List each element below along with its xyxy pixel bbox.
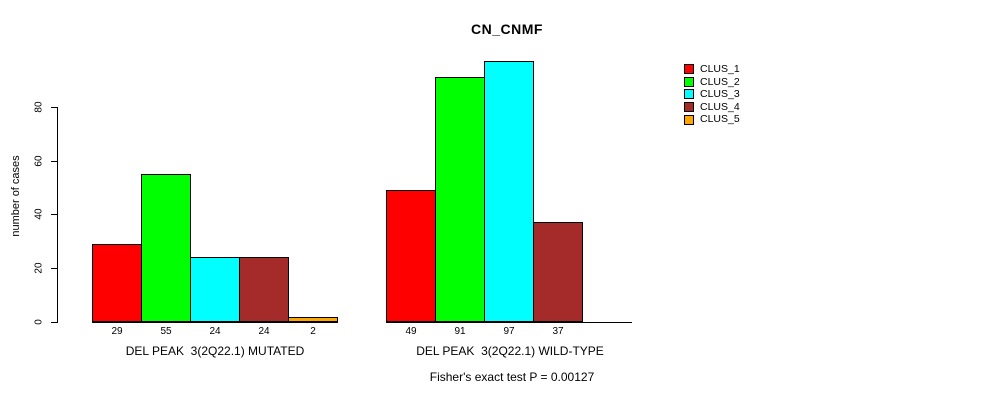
bar-value-label: 55	[160, 326, 172, 337]
bar-value-label: 97	[503, 326, 515, 337]
bar-CLUS_2	[141, 174, 191, 322]
y-axis-tick-label: 60	[33, 155, 45, 167]
legend-row: CLUS_1	[684, 63, 740, 76]
bar-value-label: 49	[405, 326, 417, 337]
y-axis-tick-label: 80	[33, 101, 45, 113]
y-axis-tick-label: 0	[33, 319, 45, 325]
bar-value-label: 37	[552, 326, 564, 337]
legend-swatch-CLUS_2	[684, 76, 694, 87]
y-axis-title: number of cases	[10, 155, 22, 237]
y-axis-tick	[51, 160, 57, 162]
fisher-test-note: Fisher's exact test P = 0.00127	[429, 370, 595, 384]
chart-title: CN_CNMF	[471, 21, 543, 37]
bar-value-label: 2	[310, 326, 316, 337]
legend-label: CLUS_5	[700, 113, 740, 126]
bar-CLUS_4	[239, 257, 289, 322]
bar-CLUS_2	[435, 77, 485, 322]
legend-label: CLUS_4	[700, 100, 740, 113]
bar-value-label: 24	[258, 326, 270, 337]
legend: CLUS_1 CLUS_2 CLUS_3 CLUS_4 CLUS_5	[684, 63, 740, 126]
y-axis-tick	[51, 322, 57, 323]
bar-CLUS_3	[484, 61, 534, 322]
legend-label: CLUS_2	[700, 75, 740, 88]
y-axis-tick-label: 40	[33, 208, 45, 220]
y-axis-tick	[51, 214, 57, 216]
y-axis-tick	[51, 106, 57, 108]
legend-swatch-CLUS_5	[684, 114, 694, 125]
x-axis-baseline	[386, 322, 632, 323]
legend-swatch-CLUS_1	[684, 64, 694, 75]
y-axis-tick	[51, 268, 57, 270]
legend-swatch-CLUS_4	[684, 102, 694, 113]
legend-row: CLUS_2	[684, 76, 740, 89]
bar-value-label: 29	[111, 326, 123, 337]
x-axis-baseline	[92, 322, 338, 323]
x-group-label-wild-type: DEL PEAK 3(2Q22.1) WILD-TYPE	[416, 344, 604, 358]
legend-swatch-CLUS_3	[684, 89, 694, 100]
bar-value-label: 24	[209, 326, 221, 337]
legend-row: CLUS_4	[684, 101, 740, 114]
x-group-label-mutated: DEL PEAK 3(2Q22.1) MUTATED	[125, 344, 305, 358]
legend-label: CLUS_1	[700, 63, 740, 76]
bar-value-label: 91	[454, 326, 466, 337]
y-axis-tick-label: 20	[33, 262, 45, 274]
legend-row: CLUS_3	[684, 88, 740, 101]
legend-row: CLUS_5	[684, 113, 740, 126]
bar-CLUS_3	[190, 257, 240, 322]
bar-CLUS_4	[533, 222, 583, 322]
legend-label: CLUS_3	[700, 88, 740, 101]
bar-CLUS_1	[92, 243, 142, 322]
y-axis-line	[57, 106, 58, 323]
bar-CLUS_5	[288, 316, 338, 322]
bar-CLUS_1	[386, 190, 436, 322]
